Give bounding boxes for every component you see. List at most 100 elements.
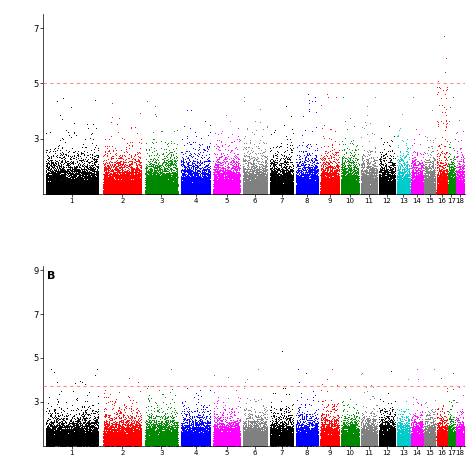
- Point: [117, 182, 124, 190]
- Point: [188, 435, 195, 442]
- Point: [304, 428, 311, 436]
- Point: [240, 437, 247, 444]
- Point: [108, 181, 115, 188]
- Point: [58, 187, 65, 194]
- Point: [158, 189, 165, 197]
- Point: [68, 183, 75, 191]
- Point: [294, 176, 301, 184]
- Point: [232, 441, 239, 448]
- Point: [302, 179, 310, 187]
- Point: [103, 438, 111, 445]
- Point: [49, 433, 57, 441]
- Point: [416, 173, 424, 181]
- Point: [303, 423, 310, 431]
- Point: [120, 428, 128, 436]
- Point: [257, 190, 265, 197]
- Point: [117, 441, 125, 449]
- Point: [187, 435, 194, 443]
- Point: [338, 189, 346, 197]
- Point: [70, 187, 77, 194]
- Point: [450, 439, 458, 447]
- Point: [301, 185, 309, 193]
- Point: [246, 187, 254, 195]
- Point: [187, 189, 195, 197]
- Point: [247, 441, 255, 449]
- Point: [392, 439, 399, 447]
- Point: [455, 176, 463, 183]
- Point: [309, 427, 316, 434]
- Point: [104, 440, 111, 448]
- Point: [196, 141, 203, 149]
- Point: [247, 441, 255, 448]
- Point: [244, 424, 252, 431]
- Point: [147, 413, 155, 420]
- Point: [250, 434, 257, 441]
- Point: [250, 179, 257, 187]
- Point: [324, 435, 331, 443]
- Point: [44, 434, 52, 442]
- Point: [342, 435, 350, 442]
- Point: [219, 435, 227, 442]
- Point: [148, 188, 155, 195]
- Point: [215, 432, 223, 440]
- Point: [239, 441, 247, 448]
- Point: [220, 440, 228, 448]
- Point: [46, 186, 54, 193]
- Point: [408, 432, 416, 440]
- Point: [296, 442, 304, 449]
- Point: [124, 185, 132, 193]
- Point: [457, 171, 465, 179]
- Point: [322, 183, 329, 191]
- Point: [391, 190, 399, 197]
- Point: [135, 174, 142, 182]
- Point: [167, 437, 174, 445]
- Point: [214, 143, 221, 150]
- Point: [201, 438, 209, 445]
- Point: [243, 441, 250, 448]
- Point: [44, 182, 52, 189]
- Point: [257, 177, 265, 184]
- Point: [385, 184, 393, 192]
- Point: [201, 177, 209, 185]
- Point: [348, 175, 356, 183]
- Point: [63, 439, 70, 447]
- Point: [180, 439, 188, 447]
- Point: [452, 176, 460, 184]
- Point: [187, 441, 195, 448]
- Point: [56, 436, 64, 443]
- Point: [52, 181, 59, 188]
- Point: [455, 190, 462, 197]
- Point: [61, 431, 68, 438]
- Point: [426, 155, 433, 163]
- Point: [91, 177, 98, 185]
- Point: [438, 186, 445, 193]
- Point: [400, 174, 407, 182]
- Point: [142, 188, 150, 196]
- Point: [78, 189, 85, 197]
- Point: [191, 440, 199, 447]
- Point: [274, 440, 282, 447]
- Point: [171, 441, 178, 448]
- Point: [279, 435, 287, 443]
- Point: [444, 188, 452, 196]
- Point: [151, 440, 159, 448]
- Point: [298, 186, 306, 194]
- Point: [86, 185, 94, 192]
- Point: [191, 188, 199, 195]
- Point: [217, 178, 225, 185]
- Point: [156, 439, 164, 447]
- Point: [353, 190, 360, 197]
- Point: [408, 181, 416, 188]
- Point: [297, 147, 304, 155]
- Point: [363, 187, 370, 194]
- Point: [397, 190, 404, 197]
- Point: [278, 439, 286, 447]
- Point: [131, 186, 139, 193]
- Point: [111, 439, 119, 447]
- Point: [194, 441, 201, 448]
- Point: [201, 189, 208, 197]
- Point: [193, 174, 201, 182]
- Point: [310, 183, 317, 191]
- Point: [365, 424, 373, 431]
- Point: [282, 173, 289, 181]
